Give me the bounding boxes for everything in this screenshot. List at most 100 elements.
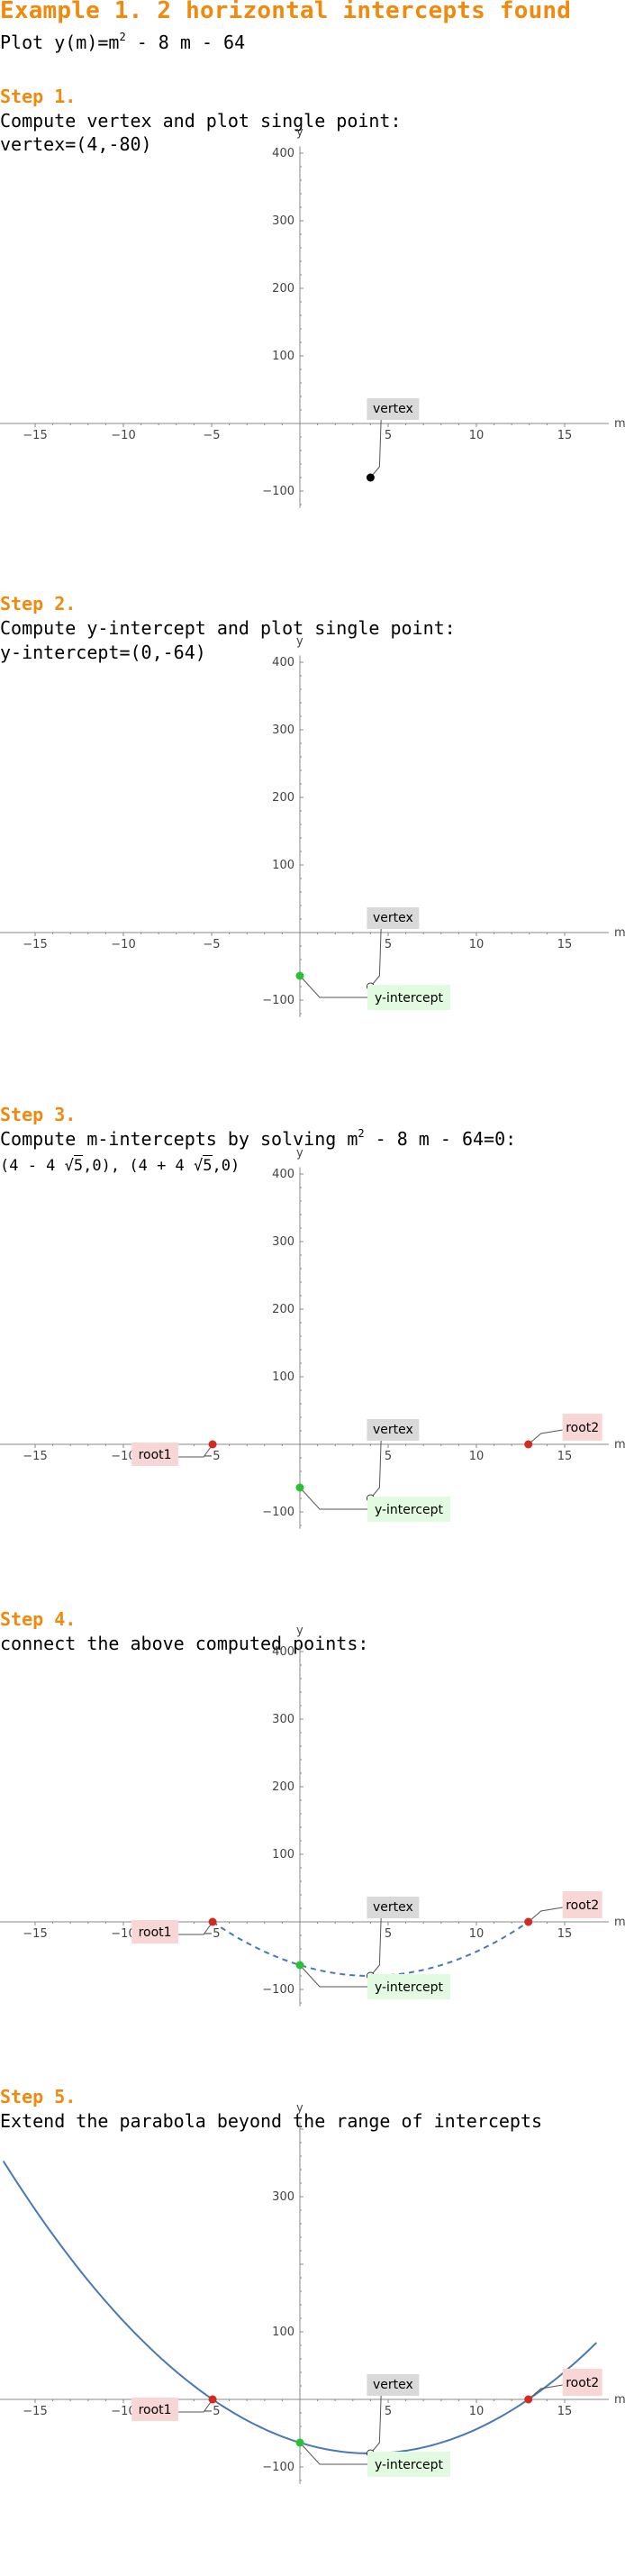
x-tick-label: 5 <box>385 1927 392 1941</box>
root2-label-box <box>562 2369 602 2396</box>
step-2-line-2: y-intercept=(0,-64) <box>0 642 206 663</box>
root2-prefix: (4 + 4 <box>129 1157 195 1175</box>
x-tick-label: −5 <box>203 1927 220 1941</box>
y-tick-label: −100 <box>262 1506 294 1519</box>
x-tick-label: −5 <box>203 938 220 951</box>
intro-rest: - 8 m - 64 <box>125 32 246 53</box>
x-tick-label: 10 <box>469 1927 485 1941</box>
step-3-roots: (4 - 4 √5,0), (4 + 4 √5,0) <box>0 1155 240 1175</box>
x-tick-label: −10 <box>111 938 135 951</box>
y-intercept-point <box>295 1961 304 1970</box>
root2-point <box>524 1917 533 1926</box>
x-tick-label: −10 <box>111 1927 135 1941</box>
root1-prefix: (4 - 4 <box>0 1157 65 1175</box>
y-axis-label: y <box>296 1625 303 1638</box>
root1-suffix: ,0), <box>83 1157 121 1175</box>
root2-label-box <box>562 1414 602 1441</box>
root2-callout-line <box>528 1429 563 1445</box>
root1-callout-line <box>178 1921 213 1935</box>
vertex-label: vertex <box>373 1423 413 1437</box>
step-1-line-2: vertex=(4,-80) <box>0 133 152 155</box>
root2-label: root2 <box>566 1421 599 1435</box>
x-tick-label: −15 <box>23 429 47 442</box>
y-tick-label: 100 <box>272 350 294 363</box>
y-intercept-label: y-intercept <box>375 991 444 1006</box>
root1-radicand: 5 <box>73 1155 84 1175</box>
vertex-label: vertex <box>373 2378 413 2392</box>
root1-label: root1 <box>139 1448 172 1462</box>
y-tick-label: 100 <box>272 2326 294 2339</box>
y-tick-label: −100 <box>262 1983 294 1997</box>
x-tick-label: 5 <box>385 2405 392 2418</box>
x-tick-label: 15 <box>557 2405 573 2418</box>
y-tick-label: 300 <box>272 724 294 737</box>
step-5-heading: Step 5. <box>0 2086 77 2107</box>
y-tick-label: 400 <box>272 147 294 160</box>
x-axis-label: m <box>614 417 625 431</box>
root2-point <box>524 1440 533 1449</box>
step-2-heading: Step 2. <box>0 593 77 614</box>
y-tick-label: 300 <box>272 1235 294 1249</box>
x-tick-label: −15 <box>23 938 47 951</box>
x-axis-label: m <box>614 1916 625 1929</box>
x-tick-label: −10 <box>111 1450 135 1463</box>
x-tick-label: 15 <box>557 1927 573 1941</box>
y-tick-label: 200 <box>272 1303 294 1316</box>
vertex-callout-line <box>370 1910 382 1977</box>
y-intercept-label: y-intercept <box>375 1980 444 1995</box>
root2-label-box <box>562 1891 602 1918</box>
chart-step-2: m y −15 −10 −5 5 10 15 −100 100 200 300 400 vertex y-i… <box>0 635 625 1017</box>
y-tick-label: 300 <box>272 2190 294 2204</box>
x-tick-label: −15 <box>23 1450 47 1463</box>
y-intercept-callout-line <box>299 1487 367 1510</box>
vertex-label-box <box>367 1897 420 1918</box>
root2-point <box>524 2395 533 2404</box>
x-tick-label: 10 <box>469 1450 485 1463</box>
y-axis-label: y <box>296 126 303 140</box>
x-tick-label: −15 <box>23 2405 47 2418</box>
sqrt-sign-icon: √ <box>194 1157 204 1175</box>
y-tick-label: 200 <box>272 1780 294 1794</box>
y-intercept-point <box>295 1483 304 1492</box>
step-3-line-1: Compute m-intercepts by solving m2 - 8 m… <box>0 1128 516 1150</box>
root2-label: root2 <box>566 1898 599 1913</box>
y-intercept-label: y-intercept <box>375 2458 444 2472</box>
y-intercept-label-box <box>367 1974 450 1999</box>
vertex-callout-line <box>370 921 382 988</box>
chart-step-1: m y −15 −10 −5 5 10 15 −100 100 200 300 400 vertex <box>0 126 625 508</box>
x-tick-label: 10 <box>469 429 485 442</box>
y-tick-label: 300 <box>272 1713 294 1726</box>
y-tick-label: 100 <box>272 1848 294 1861</box>
step-5-line-1: Extend the parabola beyond the range of … <box>0 2110 543 2132</box>
root2-callout-line <box>528 1907 563 1923</box>
y-intercept-point <box>295 971 304 980</box>
y-intercept-callout-line <box>299 1964 367 1988</box>
y-tick-label: 200 <box>272 282 294 296</box>
step-2-line-1: Compute y-intercept and plot single poin… <box>0 617 456 639</box>
vertex-callout-line <box>370 1433 382 1499</box>
x-tick-label: −5 <box>203 2405 220 2418</box>
x-tick-label: 10 <box>469 2405 485 2418</box>
step-3-text-b: - 8 m - 64=0: <box>364 1128 517 1150</box>
intro-line: Plot y(m)=m2 - 8 m - 64 <box>0 32 245 53</box>
x-tick-label: 5 <box>385 1450 392 1463</box>
x-tick-label: −5 <box>203 429 220 442</box>
step-4-line-1: connect the above computed points: <box>0 1633 369 1654</box>
y-axis-label: y <box>296 2102 303 2116</box>
x-tick-label: 15 <box>557 429 573 442</box>
vertex-callout-line <box>370 2388 382 2454</box>
vertex-label: vertex <box>373 1900 413 1915</box>
y-intercept-label-box <box>367 985 450 1010</box>
y-axis-label: y <box>296 1147 303 1161</box>
root1-label: root1 <box>139 2403 172 2417</box>
step-3-exponent: 2 <box>358 1127 365 1140</box>
x-tick-label: 15 <box>557 1450 573 1463</box>
intro-text: Plot y(m)=m <box>0 32 120 53</box>
y-intercept-callout-line <box>299 975 367 998</box>
root2-radicand: 5 <box>203 1155 213 1175</box>
x-tick-label: −5 <box>203 1450 220 1463</box>
root1-label-box <box>131 2398 179 2421</box>
root1-callout-line <box>178 2399 213 2413</box>
x-tick-label: −10 <box>111 2405 135 2418</box>
chart-step-3: m y −15 −10 −5 5 10 15 −100 100 200 300 400 vertex y-i… <box>0 1147 625 1529</box>
